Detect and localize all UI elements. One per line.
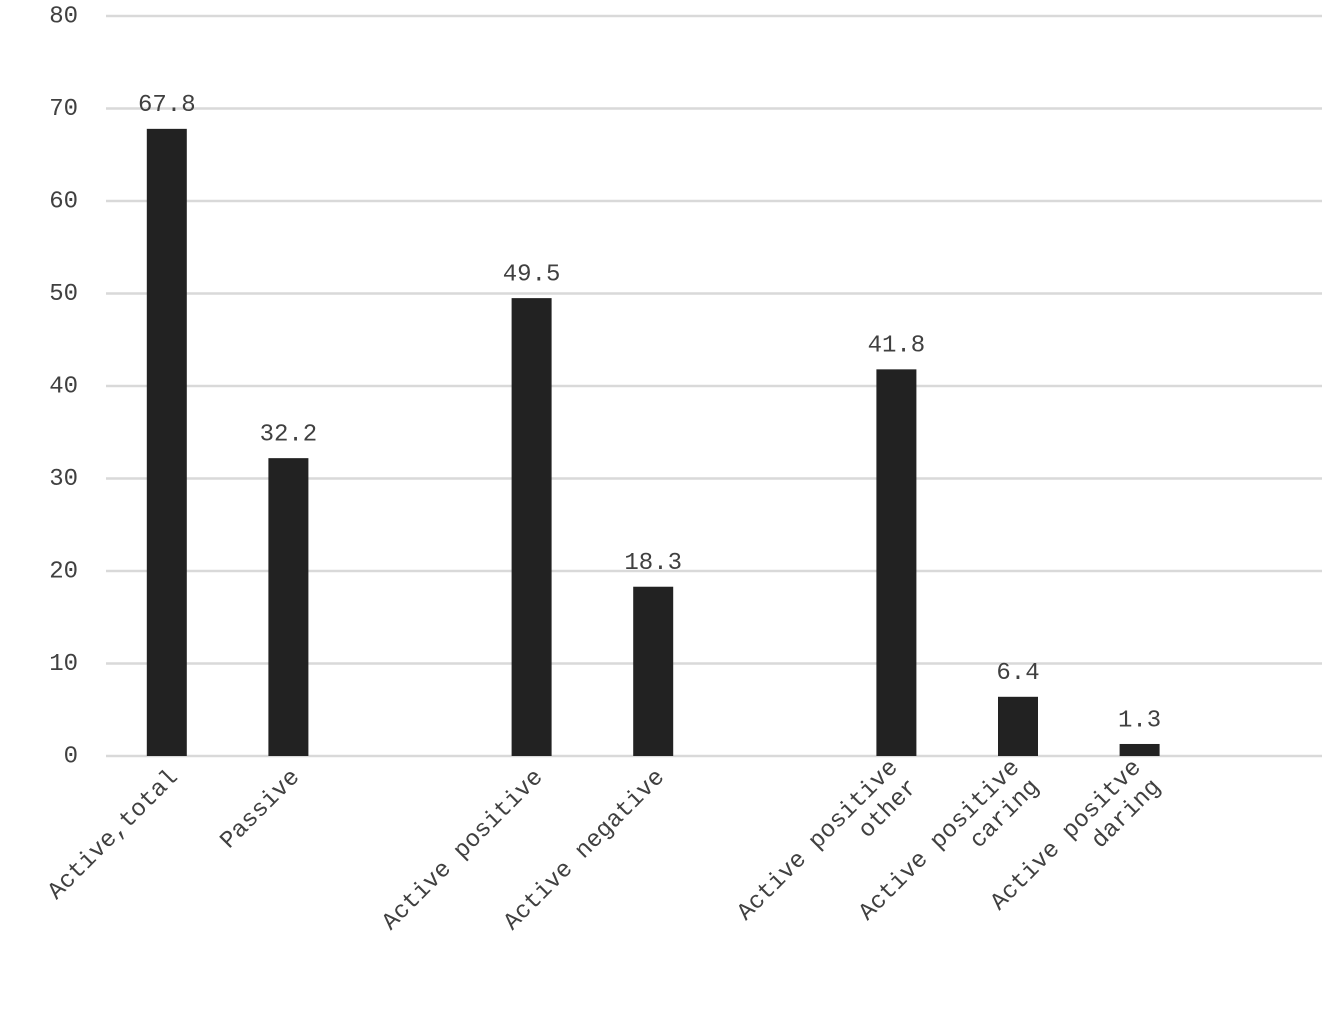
y-tick-label: 10 bbox=[49, 651, 78, 678]
data-label: 32.2 bbox=[260, 421, 318, 448]
bar bbox=[511, 298, 552, 756]
bar bbox=[998, 696, 1038, 756]
x-tick-label-line: Passive bbox=[216, 765, 306, 855]
data-label: 49.5 bbox=[503, 261, 561, 288]
y-tick-label: 80 bbox=[49, 3, 78, 30]
y-tick-label: 30 bbox=[49, 466, 78, 493]
x-tick-label: Passive bbox=[216, 765, 306, 855]
data-label: 1.3 bbox=[1118, 707, 1161, 734]
x-tick-label: Active,total bbox=[43, 765, 184, 906]
bar bbox=[268, 458, 309, 756]
x-tick-label: Active positiveother bbox=[732, 755, 923, 946]
y-tick-label: 70 bbox=[49, 96, 78, 123]
data-label: 41.8 bbox=[868, 333, 926, 360]
y-tick-label: 20 bbox=[49, 558, 78, 585]
y-tick-label: 60 bbox=[49, 188, 78, 215]
y-tick-label: 50 bbox=[49, 281, 78, 308]
y-tick-label: 0 bbox=[64, 743, 78, 770]
data-label: 18.3 bbox=[624, 550, 682, 577]
bar bbox=[633, 586, 674, 756]
bar bbox=[1119, 743, 1160, 756]
data-label: 6.4 bbox=[996, 660, 1039, 687]
data-label: 67.8 bbox=[138, 92, 196, 119]
x-tick-label-line: Active,total bbox=[43, 765, 184, 906]
bar bbox=[876, 369, 917, 756]
y-tick-label: 40 bbox=[49, 373, 78, 400]
bar bbox=[146, 128, 187, 757]
